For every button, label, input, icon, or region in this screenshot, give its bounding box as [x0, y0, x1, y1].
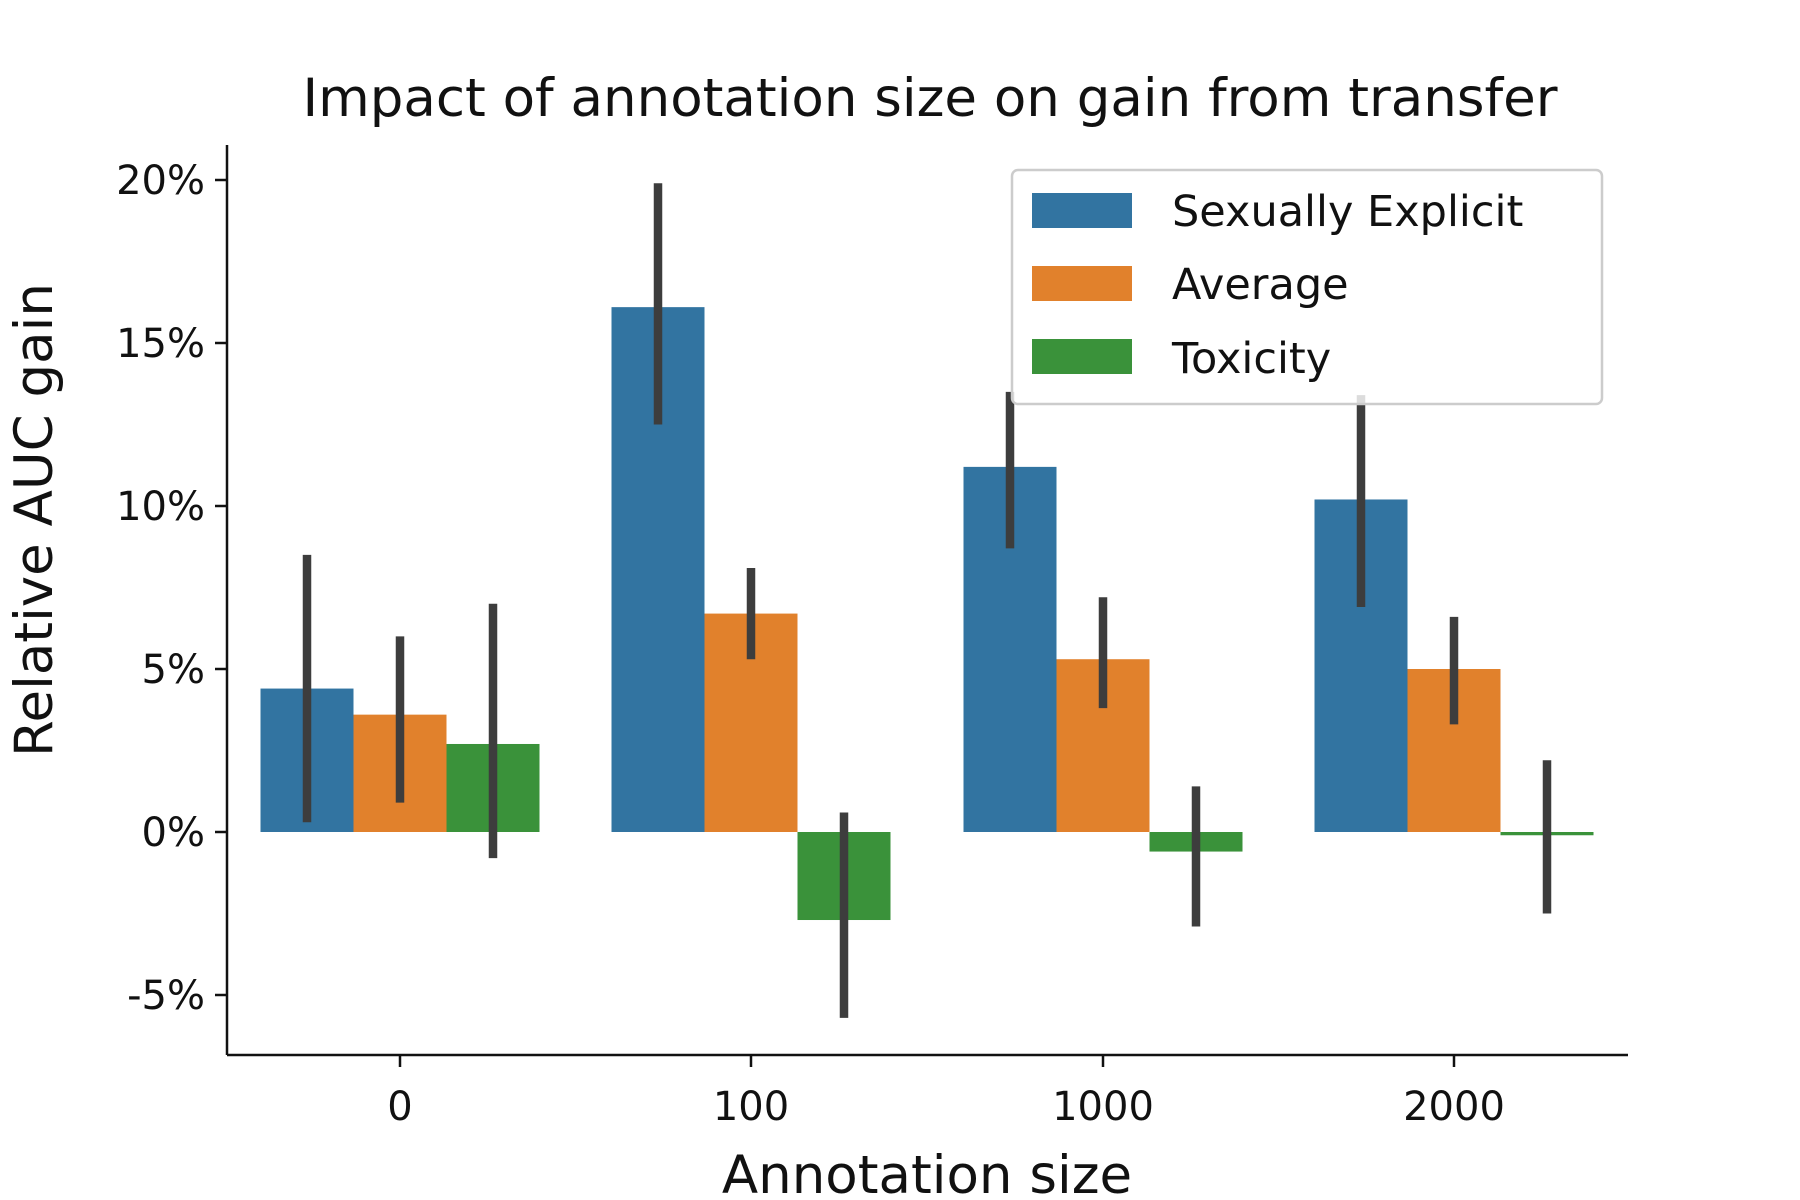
chart-title: Impact of annotation size on gain from t… [302, 68, 1557, 129]
y-tick-label: 15% [116, 321, 205, 367]
x-tick-label: 100 [713, 1084, 789, 1130]
legend-swatch-sexually-explicit [1032, 193, 1132, 228]
y-tick-label: 5% [142, 647, 205, 693]
x-tick-label: 1000 [1052, 1084, 1154, 1130]
x-tick-label: 0 [387, 1084, 412, 1130]
error-bars-layer [302, 183, 1552, 1018]
y-tick-label: 20% [116, 158, 205, 204]
legend-label-average: Average [1172, 260, 1349, 310]
x-ticks-layer: 0 100 1000 2000 [387, 1055, 1505, 1130]
x-tick-label: 2000 [1403, 1084, 1505, 1130]
legend-swatch-average [1032, 266, 1132, 301]
legend-label-sexually-explicit: Sexually Explicit [1172, 187, 1523, 237]
y-ticks-layer: -5% 0% 5% 10% 15% 20% [116, 158, 227, 1019]
x-axis-title: Annotation size [722, 1145, 1132, 1200]
y-tick-label: -5% [127, 973, 205, 1019]
legend: Sexually Explicit Average Toxicity [1010, 168, 1604, 406]
y-axis-title: Relative AUC gain [4, 283, 65, 757]
legend-label-toxicity: Toxicity [1171, 334, 1331, 384]
y-tick-label: 0% [142, 810, 205, 856]
legend-frame [1010, 168, 1604, 406]
legend-swatch-toxicity [1032, 339, 1132, 374]
y-tick-label: 10% [116, 484, 205, 530]
